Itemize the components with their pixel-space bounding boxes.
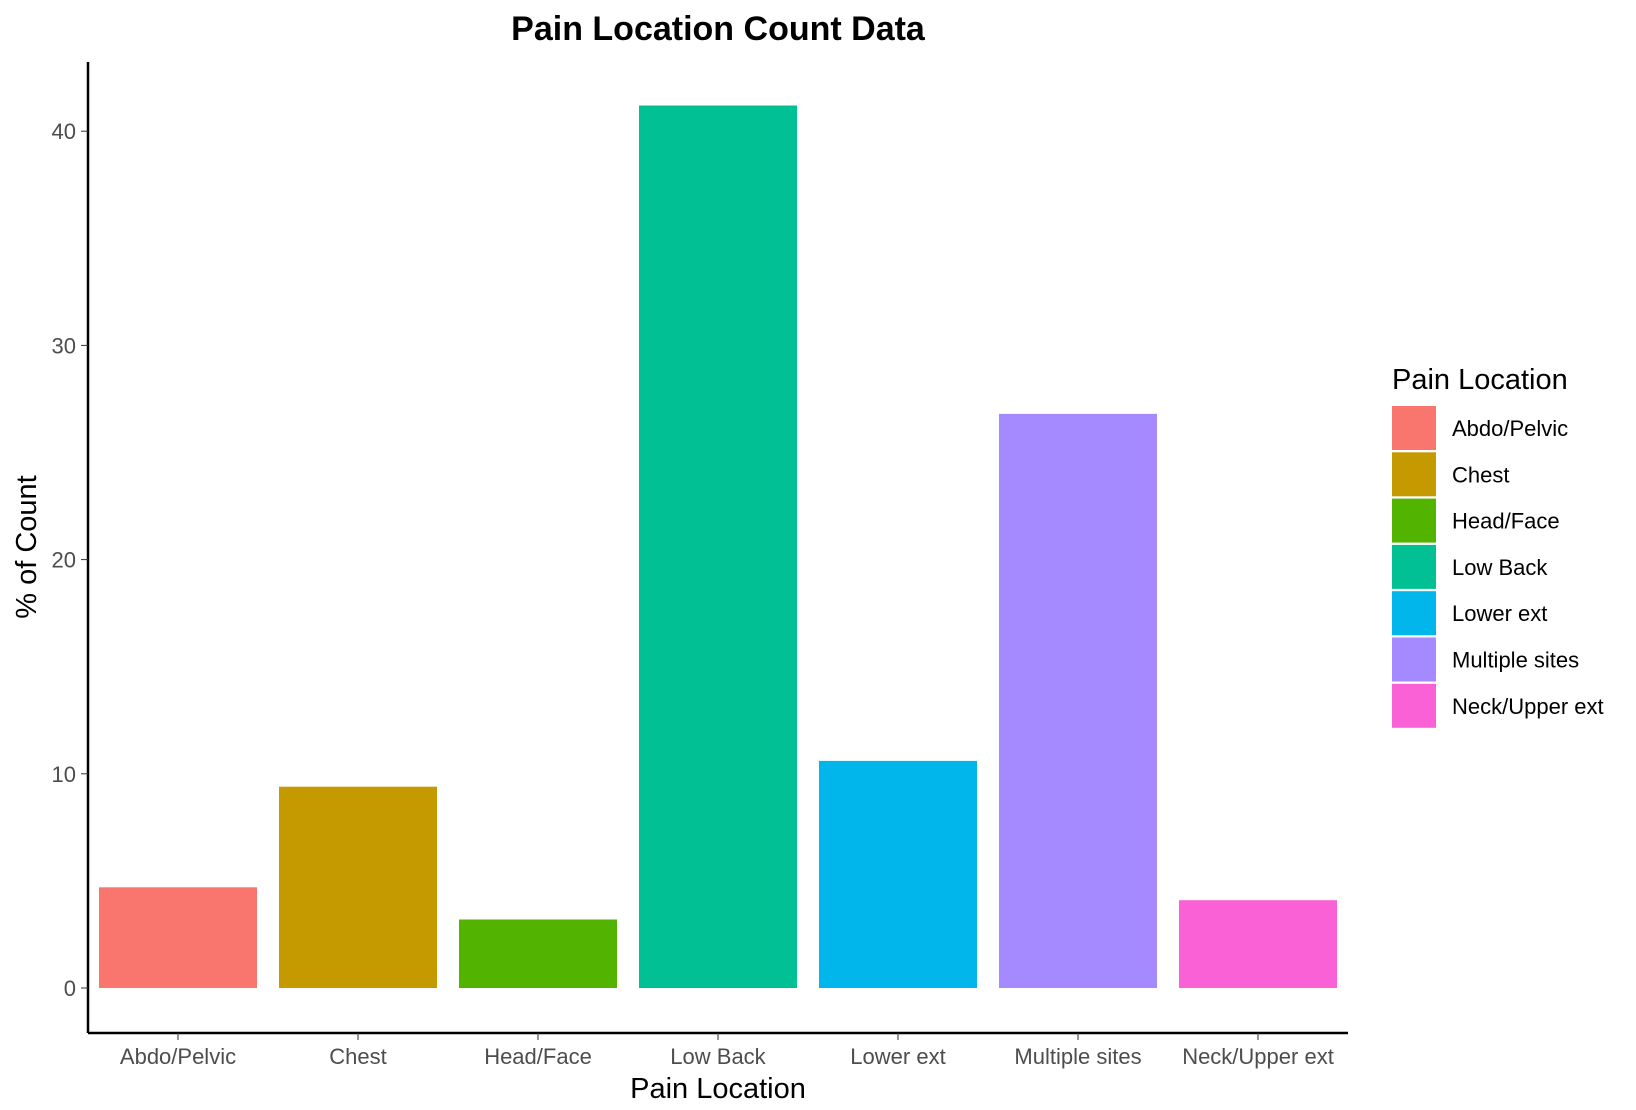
x-tick-label-multiple-sites: Multiple sites: [1014, 1044, 1141, 1069]
legend-label-lower-ext: Lower ext: [1452, 601, 1547, 626]
bar-neck-upper-ext: [1179, 900, 1337, 988]
legend-label-abdo-pelvic: Abdo/Pelvic: [1452, 416, 1568, 441]
bar-multiple-sites: [999, 413, 1157, 988]
bar-chest: [279, 786, 437, 988]
legend-label-chest: Chest: [1452, 462, 1509, 487]
y-tick-label: 40: [52, 119, 76, 144]
y-tick-label: 30: [52, 333, 76, 358]
legend-key-low-back: [1392, 544, 1436, 589]
legend-key-chest: [1392, 452, 1436, 497]
legend: Pain Location Abdo/Pelvic Chest Head/Face L…: [1392, 364, 1604, 728]
bar-head-face: [459, 919, 617, 988]
legend-label-head-face: Head/Face: [1452, 509, 1560, 534]
y-tick-label: 10: [52, 762, 76, 787]
x-tick-label-head-face: Head/Face: [484, 1044, 592, 1069]
x-tick-label-neck-upper-ext: Neck/Upper ext: [1182, 1044, 1334, 1069]
bars-group: [99, 105, 1337, 988]
x-tick-label-chest: Chest: [329, 1044, 386, 1069]
y-tick-label: 0: [64, 976, 76, 1001]
y-axis-title: % of Count: [11, 475, 43, 618]
legend-label-low-back: Low Back: [1452, 555, 1548, 580]
chart-title: Pain Location Count Data: [511, 10, 926, 48]
x-tick-label-low-back: Low Back: [670, 1044, 766, 1069]
legend-key-lower-ext: [1392, 591, 1436, 636]
x-tick-label-abdo-pelvic: Abdo/Pelvic: [120, 1044, 236, 1069]
bar-low-back: [639, 105, 797, 988]
y-axis-ticks: 0 10 20 30 40: [52, 119, 88, 1001]
legend-title: Pain Location: [1392, 364, 1568, 396]
x-tick-label-lower-ext: Lower ext: [850, 1044, 945, 1069]
bar-lower-ext: [819, 760, 977, 988]
legend-key-abdo-pelvic: [1392, 406, 1436, 450]
legend-key-multiple-sites: [1392, 637, 1436, 682]
x-axis-title: Pain Location: [630, 1073, 806, 1105]
y-tick-label: 20: [52, 548, 76, 573]
legend-label-neck-upper-ext: Neck/Upper ext: [1452, 694, 1604, 719]
x-axis-ticks: Abdo/Pelvic Chest Head/Face Low Back Lower e…: [120, 1033, 1334, 1069]
legend-key-head-face: [1392, 498, 1436, 543]
bar-abdo-pelvic: [99, 887, 257, 988]
legend-label-multiple-sites: Multiple sites: [1452, 648, 1579, 673]
legend-key-neck-upper-ext: [1392, 683, 1436, 728]
